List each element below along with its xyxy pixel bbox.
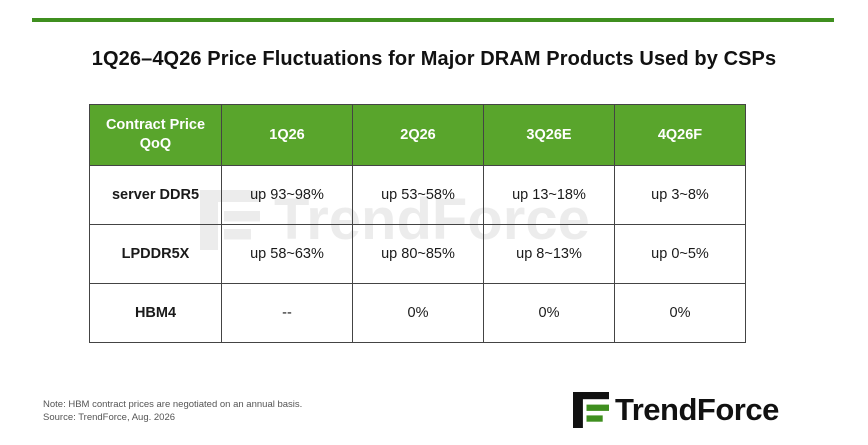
corner-header: Contract Price QoQ [89,104,222,166]
table-cell: up 13~18% [483,165,615,225]
column-header: 1Q26 [221,104,353,166]
footnote-source: Source: TrendForce, Aug. 2026 [43,412,176,423]
table-cell: up 0~5% [614,224,746,284]
table-row: LPDDR5X up 58~63% up 80~85% up 8~13% up … [89,224,746,284]
trendforce-logo-icon [573,392,609,428]
table-row: server DDR5 up 93~98% up 53~58% up 13~18… [89,165,746,225]
row-label: HBM4 [89,283,222,343]
table-cell: up 8~13% [483,224,615,284]
footnote-note: Note: HBM contract prices are negotiated… [43,399,303,410]
table-cell: 0% [352,283,484,343]
table-row: HBM4 -- 0% 0% 0% [89,283,746,343]
table-cell: up 53~58% [352,165,484,225]
column-header: 3Q26E [483,104,615,166]
row-label: LPDDR5X [89,224,222,284]
page-title: 1Q26–4Q26 Price Fluctuations for Major D… [91,48,777,70]
table-cell: up 3~8% [614,165,746,225]
logo-text: TrendForce [615,392,779,427]
table-cell: up 58~63% [221,224,353,284]
column-header: 2Q26 [352,104,484,166]
trendforce-logo: TrendForce [573,392,779,428]
column-header: 4Q26F [614,104,746,166]
table-header-row: Contract Price QoQ 1Q26 2Q26 3Q26E 4Q26F [89,104,746,166]
price-table: Contract Price QoQ 1Q26 2Q26 3Q26E 4Q26F… [89,104,746,343]
row-label: server DDR5 [89,165,222,225]
top-accent-bar [32,18,834,22]
table-cell: 0% [614,283,746,343]
footnote: Note: HBM contract prices are negotiated… [43,398,302,424]
table-cell: up 80~85% [352,224,484,284]
corner-header-line2: QoQ [139,136,172,152]
corner-header-line1: Contract Price [105,117,206,133]
table-cell: 0% [483,283,615,343]
table-cell: -- [221,283,353,343]
table-cell: up 93~98% [221,165,353,225]
